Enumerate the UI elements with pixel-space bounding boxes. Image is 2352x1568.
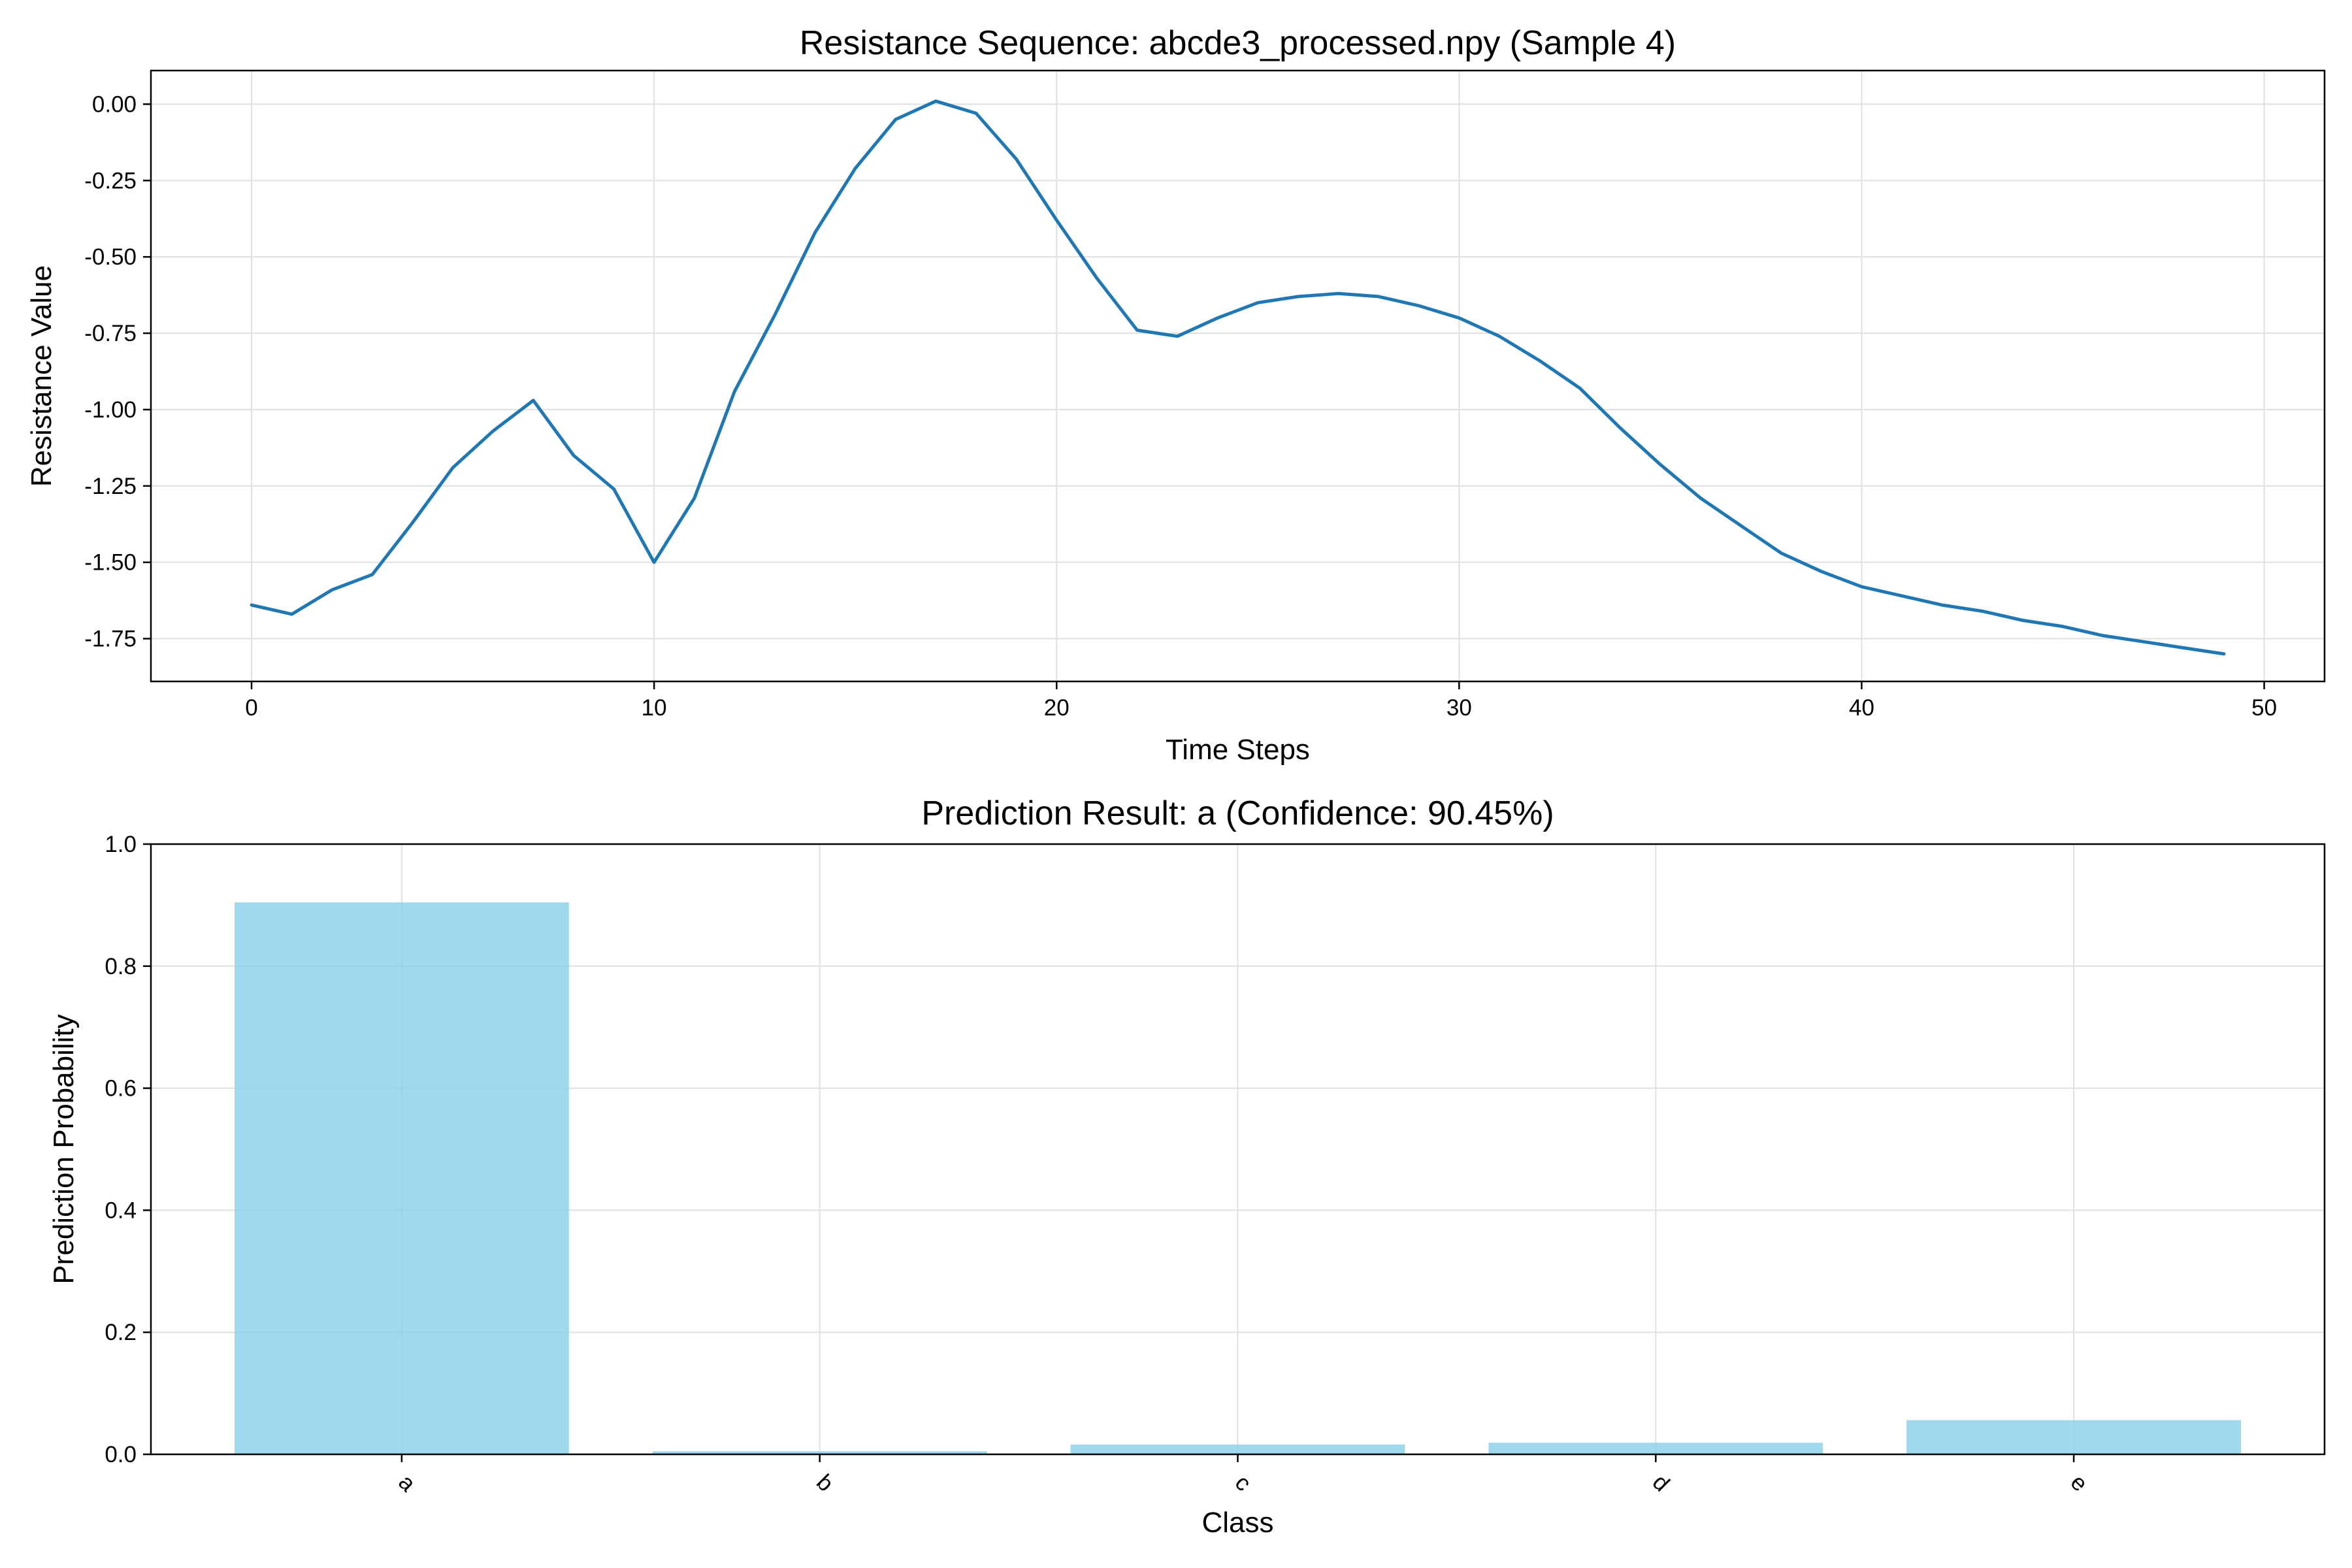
line-chart-x-tick-label: 20 <box>1044 695 1070 721</box>
line-chart-x-tick-label: 40 <box>1849 695 1874 721</box>
line-chart-y-tick-label: -1.50 <box>84 550 137 576</box>
line-chart-x-tick-label: 30 <box>1446 695 1472 721</box>
bar-e <box>1906 1420 2242 1454</box>
line-chart-title: Resistance Sequence: abcde3_processed.np… <box>800 24 1676 62</box>
line-chart-x-tick-label: 0 <box>245 695 257 721</box>
bar-chart-y-axis-label: Prediction Probability <box>48 1014 80 1284</box>
line-chart-y-tick-label: -1.00 <box>84 397 137 423</box>
bar-chart-y-tick-label: 0.2 <box>105 1320 137 1345</box>
bar-chart-y-tick-label: 0.8 <box>105 954 137 979</box>
line-chart-series <box>250 99 2226 656</box>
line-chart-frame <box>150 69 2326 683</box>
bar-chart-x-axis-label: Class <box>1201 1507 1273 1539</box>
line-chart-y-tick-label: 0.00 <box>92 91 137 117</box>
bar-chart-y-tick-label: 1.0 <box>105 832 137 857</box>
bar-chart-bars <box>234 902 2242 1454</box>
line-chart-x-axis-label: Time Steps <box>1166 734 1310 766</box>
line-chart-x-tick-label: 10 <box>642 695 667 721</box>
line-chart-y-ticks: 0.00 -0.25 -0.50 -0.75 -1.00 -1.25 -1.50 -1.75 <box>84 91 151 652</box>
bar-chart-y-tick-label: 0.6 <box>105 1076 137 1102</box>
bar-b <box>652 1451 987 1454</box>
bar-c <box>1070 1445 1405 1454</box>
line-chart-y-tick-label: -0.50 <box>84 244 137 270</box>
bar-d <box>1488 1443 1823 1454</box>
bar-chart-title: Prediction Result: a (Confidence: 90.45%… <box>921 794 1554 832</box>
line-chart-y-axis-label: Resistance Value <box>25 265 57 487</box>
line-chart-y-tick-label: -0.25 <box>84 168 137 193</box>
line-chart: 0 10 20 30 40 50 0.00 -0.25 -0.50 -0.75 -1.00 -1.2… <box>25 24 2326 766</box>
bar-chart-y-tick-label: 0.0 <box>105 1442 137 1467</box>
bar-chart-y-ticks: 0.0 0.2 0.4 0.6 0.8 1.0 <box>105 832 151 1467</box>
line-chart-x-ticks: 0 10 20 30 40 50 <box>245 681 2277 721</box>
line-chart-y-tick-label: -0.75 <box>84 321 137 346</box>
line-chart-grid <box>151 71 2325 681</box>
line-chart-y-tick-label: -1.25 <box>84 474 137 499</box>
line-chart-y-tick-label: -1.75 <box>84 627 137 652</box>
line-chart-x-tick-label: 50 <box>2251 695 2277 721</box>
bar-a <box>234 902 569 1454</box>
bar-chart-y-tick-label: 0.4 <box>105 1198 137 1223</box>
resistance-series-line <box>250 99 2226 656</box>
